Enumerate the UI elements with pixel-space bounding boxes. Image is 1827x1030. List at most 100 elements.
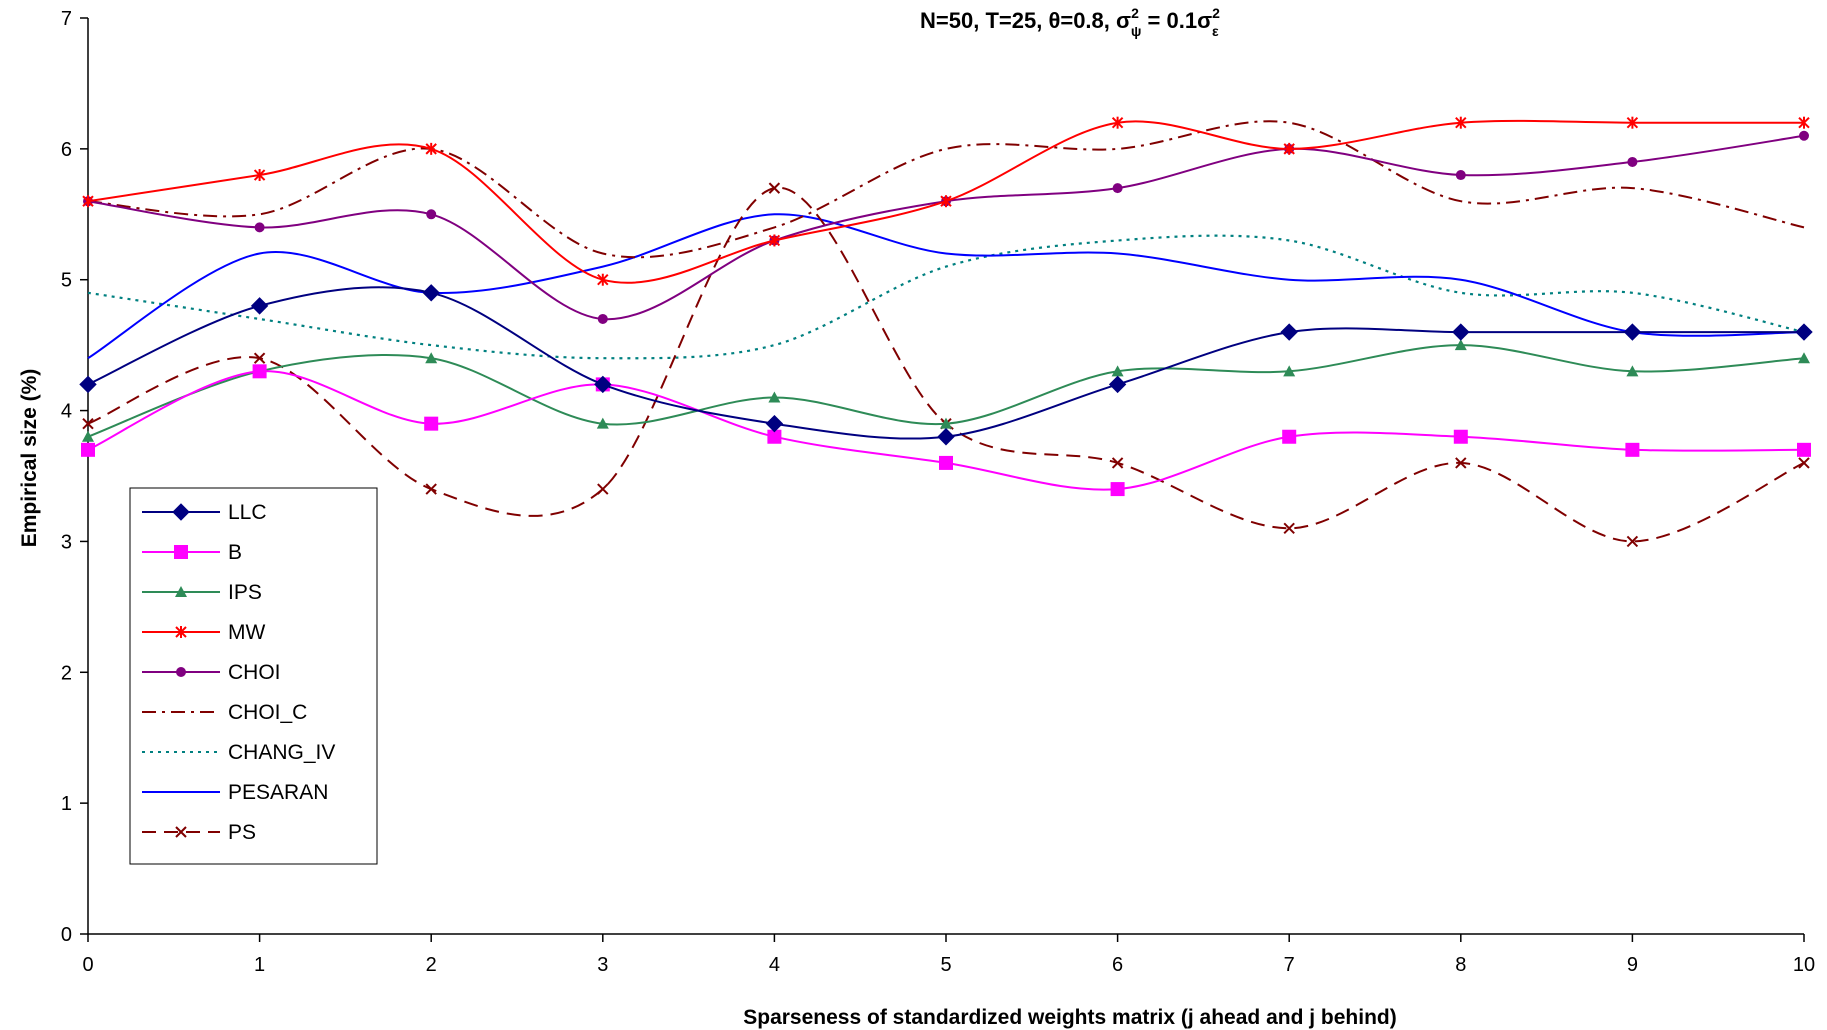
- chart-title-sub2: ε: [1212, 23, 1219, 39]
- x-tick-label: 2: [426, 954, 437, 976]
- series-line: [87, 187, 1805, 543]
- series-ps: [82, 182, 1810, 548]
- legend-label: IPS: [228, 581, 262, 604]
- data-point: [1799, 130, 1809, 141]
- data-point: [1797, 442, 1811, 457]
- data-point: [425, 483, 437, 495]
- legend-label: PS: [228, 821, 256, 844]
- data-point: [597, 313, 608, 324]
- series-choi-c: [87, 120, 1805, 259]
- x-tick-label: 9: [1627, 954, 1638, 976]
- legend-label: B: [228, 541, 242, 564]
- data-point: [596, 417, 609, 429]
- data-point: [1626, 365, 1639, 377]
- x-tick-label: 4: [769, 954, 780, 976]
- legend-item-ips: IPS: [142, 581, 262, 604]
- data-point: [424, 416, 439, 431]
- data-point: [597, 483, 609, 495]
- data-point: [1798, 116, 1810, 129]
- series-choi: [83, 130, 1809, 324]
- legend-item-llc: LLC: [142, 501, 267, 524]
- series-line: [87, 234, 1805, 360]
- legend: LLC B IPS MW CHOI CHOI_C CHANG_IV PESARAN PS: [129, 487, 378, 865]
- data-point: [1111, 116, 1124, 129]
- y-axis-title: Empirical size (%): [18, 369, 41, 548]
- legend-label: LLC: [228, 501, 267, 524]
- data-point: [1455, 116, 1467, 129]
- data-point: [79, 375, 97, 394]
- data-point: [253, 352, 266, 364]
- series-pesaran: [87, 213, 1805, 360]
- data-point: [1452, 323, 1470, 341]
- x-tick-label: 1: [254, 954, 265, 976]
- legend-marker: [175, 626, 187, 638]
- legend-item-choi-c: CHOI_C: [142, 701, 307, 724]
- series-chang-iv: [87, 234, 1805, 360]
- legend-marker: [175, 826, 187, 838]
- series-line: [87, 134, 1805, 321]
- y-tick-label: 7: [61, 8, 72, 30]
- data-point: [597, 273, 609, 286]
- legend-marker: [175, 586, 187, 597]
- series-line: [87, 286, 1804, 440]
- data-point: [82, 417, 94, 430]
- x-tick-label: 5: [940, 954, 951, 976]
- data-point: [82, 430, 94, 442]
- data-point: [1798, 457, 1810, 469]
- data-point: [1627, 156, 1638, 167]
- data-point: [1455, 457, 1467, 469]
- data-point: [425, 352, 438, 364]
- x-axis-title: Sparseness of standardized weights matri…: [743, 1006, 1396, 1029]
- legend-label: PESARAN: [228, 781, 328, 804]
- chart-title-main: N=50, T=25, θ=0.8, σ: [920, 8, 1131, 33]
- chart-title-sup2: 2: [1212, 5, 1220, 21]
- data-point: [1112, 183, 1123, 194]
- legend-label: CHANG_IV: [228, 741, 335, 764]
- y-tick-label: 2: [61, 662, 72, 684]
- legend-item-mw: MW: [142, 621, 265, 644]
- legend-marker: [176, 667, 186, 677]
- data-point: [939, 455, 953, 470]
- chart-title-sub1: ψ: [1131, 23, 1142, 39]
- y-tick-label: 0: [61, 924, 72, 946]
- chart-title-sup1: 2: [1131, 5, 1139, 21]
- data-point: [1626, 116, 1639, 129]
- legend-item-choi: CHOI: [142, 661, 281, 684]
- data-point: [1455, 170, 1466, 181]
- data-point: [1110, 482, 1125, 497]
- series-layer: [79, 116, 1813, 548]
- data-point: [594, 375, 612, 394]
- legend-label: CHOI_C: [228, 701, 307, 724]
- data-point: [1283, 142, 1295, 155]
- data-point: [1282, 429, 1297, 444]
- data-point: [1280, 323, 1298, 341]
- data-point: [767, 429, 782, 444]
- series-llc: [79, 284, 1813, 446]
- x-tick-label: 8: [1455, 954, 1466, 976]
- x-tick-label: 3: [597, 954, 608, 976]
- data-point: [940, 195, 952, 208]
- legend-label: MW: [228, 621, 265, 644]
- data-point: [1283, 522, 1295, 535]
- data-point: [254, 222, 265, 233]
- series-line: [87, 213, 1805, 360]
- data-point: [1795, 323, 1813, 341]
- data-point: [1453, 429, 1468, 444]
- y-tick-label: 3: [61, 531, 72, 553]
- legend-marker: [174, 545, 188, 559]
- x-tick-label: 6: [1112, 954, 1123, 976]
- data-point: [768, 182, 781, 194]
- legend-item-b: B: [142, 541, 242, 564]
- y-tick-label: 6: [61, 139, 72, 161]
- x-tick-label: 7: [1284, 954, 1295, 976]
- data-point: [1283, 365, 1296, 377]
- series-mw: [82, 116, 1810, 286]
- data-point: [422, 284, 440, 302]
- data-point: [1623, 323, 1642, 341]
- data-point: [1626, 535, 1639, 548]
- data-point: [253, 169, 266, 182]
- data-point: [768, 391, 781, 403]
- axis-ticks: 0 1 2 3 4 5 6 7 0 1 2 3 4 5 6 7 8 9 10: [61, 8, 1815, 976]
- data-point: [1454, 339, 1467, 351]
